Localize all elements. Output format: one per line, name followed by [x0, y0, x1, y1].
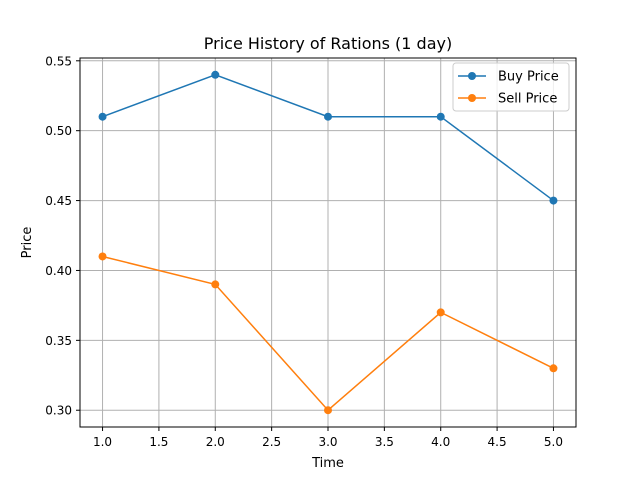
y-tick-label: 0.40: [45, 264, 72, 278]
x-tick-label: 1.5: [149, 435, 168, 449]
x-tick-label: 5.0: [544, 435, 563, 449]
y-axis-label: Price: [20, 227, 35, 259]
sell-price-point: [436, 308, 445, 317]
buy-price-point: [211, 70, 220, 79]
x-tick-label: 4.0: [431, 435, 450, 449]
x-tick-label: 1.0: [93, 435, 112, 449]
legend-sell-price-marker: [468, 94, 476, 102]
buy-price-point: [549, 196, 558, 205]
buy-price-point: [324, 112, 332, 121]
buy-price-point: [98, 112, 107, 121]
legend-sell-price-label: Sell Price: [498, 92, 557, 107]
y-tick-label: 0.50: [45, 124, 72, 138]
legend-buy-price-label: Buy Price: [498, 70, 559, 85]
buy-price-point: [436, 112, 445, 121]
sell-price-point: [324, 406, 332, 415]
sell-price-point: [211, 280, 220, 289]
x-axis-label: Time: [311, 456, 344, 471]
x-tick-label: 2.0: [206, 435, 225, 449]
legend-buy-price-marker: [468, 72, 476, 80]
x-tick-label: 3.5: [375, 435, 394, 449]
y-tick-label: 0.35: [45, 334, 72, 348]
series-layer: [98, 70, 558, 415]
sell-price-point: [98, 252, 107, 261]
sell-price-point: [549, 364, 558, 373]
x-tick-label: 2.5: [262, 435, 281, 449]
y-tick-label: 0.55: [45, 54, 72, 68]
x-tick-label: 3.0: [318, 435, 337, 449]
legend: Buy Price Sell Price: [452, 62, 570, 112]
chart-title: Price History of Rations (1 day): [204, 34, 452, 53]
y-tick-label: 0.45: [45, 194, 72, 208]
legend-box: [452, 62, 570, 112]
y-tick-label: 0.30: [45, 404, 72, 418]
x-tick-label: 4.5: [488, 435, 507, 449]
ticks: 1.0 1.5 2.0 2.5 3.0 3.5 4.0 4.5 5.0 0.30 0.35 0.40 0…: [45, 54, 563, 449]
